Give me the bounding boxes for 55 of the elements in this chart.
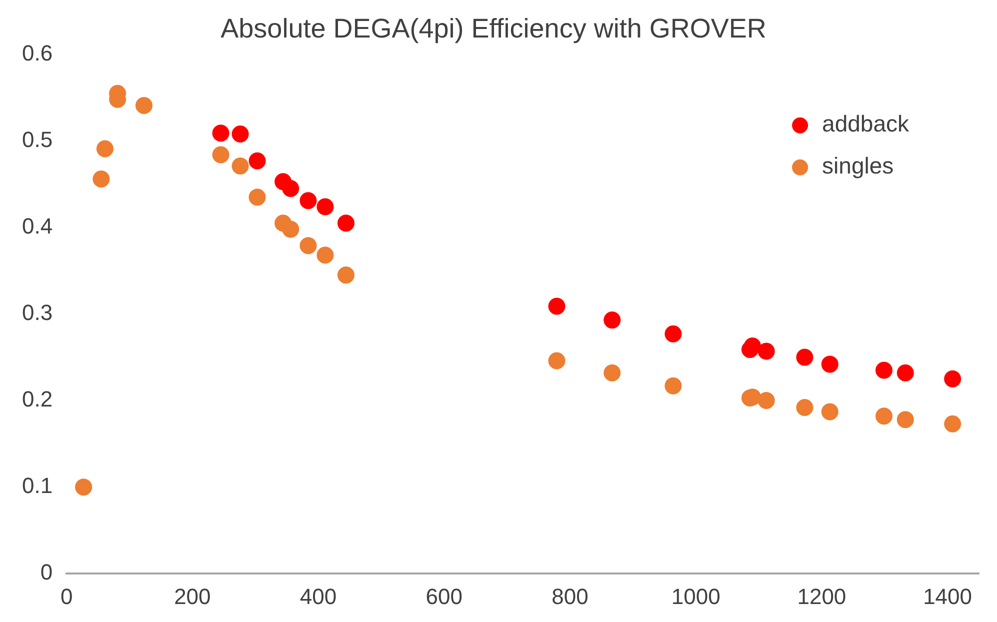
point (300, 192, 317, 210)
point (796, 398, 814, 416)
point (944, 415, 962, 432)
x-tick-label: 0 (60, 584, 73, 609)
y-tick-label: 0.5 (22, 126, 53, 152)
point (796, 348, 814, 366)
point (604, 364, 621, 382)
point (92, 170, 110, 188)
point (248, 188, 266, 206)
x-tick-label: 600 (426, 584, 462, 609)
x-tick-label: 800 (552, 584, 588, 609)
legend-label: singles (822, 152, 894, 179)
point (212, 124, 230, 142)
y-tick-label: 0.3 (22, 300, 53, 326)
point (248, 152, 266, 170)
point (875, 408, 892, 425)
point (896, 364, 914, 382)
point (758, 392, 775, 410)
y-tick-label: 0.1 (22, 473, 53, 498)
point (758, 342, 775, 360)
point (337, 214, 354, 232)
x-tick-label: 200 (174, 584, 211, 609)
point (282, 220, 300, 238)
chart-title: Absolute DEGA(4pi) Efficiency with GROVER (220, 14, 766, 44)
point (944, 370, 962, 388)
point (96, 140, 114, 158)
point (896, 411, 914, 428)
y-tick-label: 0.4 (22, 214, 53, 239)
x-tick-label: 1400 (923, 584, 972, 609)
y-tick-label: 0 (40, 560, 53, 585)
point (135, 96, 152, 114)
point (316, 198, 334, 216)
y-tick-label: 0.2 (22, 386, 53, 412)
point (821, 356, 838, 373)
point (548, 298, 566, 315)
point (300, 237, 317, 254)
point (744, 338, 761, 355)
point (821, 403, 838, 420)
point (316, 246, 334, 264)
x-tick-label: 1000 (671, 584, 720, 609)
point (337, 266, 354, 284)
y-tick-label: 0.6 (22, 40, 53, 66)
point (212, 146, 230, 164)
point (232, 158, 249, 175)
point (875, 362, 892, 379)
point (548, 352, 566, 370)
point (664, 325, 682, 342)
point (282, 180, 300, 198)
point (75, 478, 92, 496)
x-tick-label: 1200 (797, 584, 846, 609)
point (664, 377, 682, 394)
legend-label: addback (822, 110, 910, 137)
point (604, 312, 621, 329)
x-tick-label: 400 (300, 584, 337, 609)
point (232, 126, 249, 143)
